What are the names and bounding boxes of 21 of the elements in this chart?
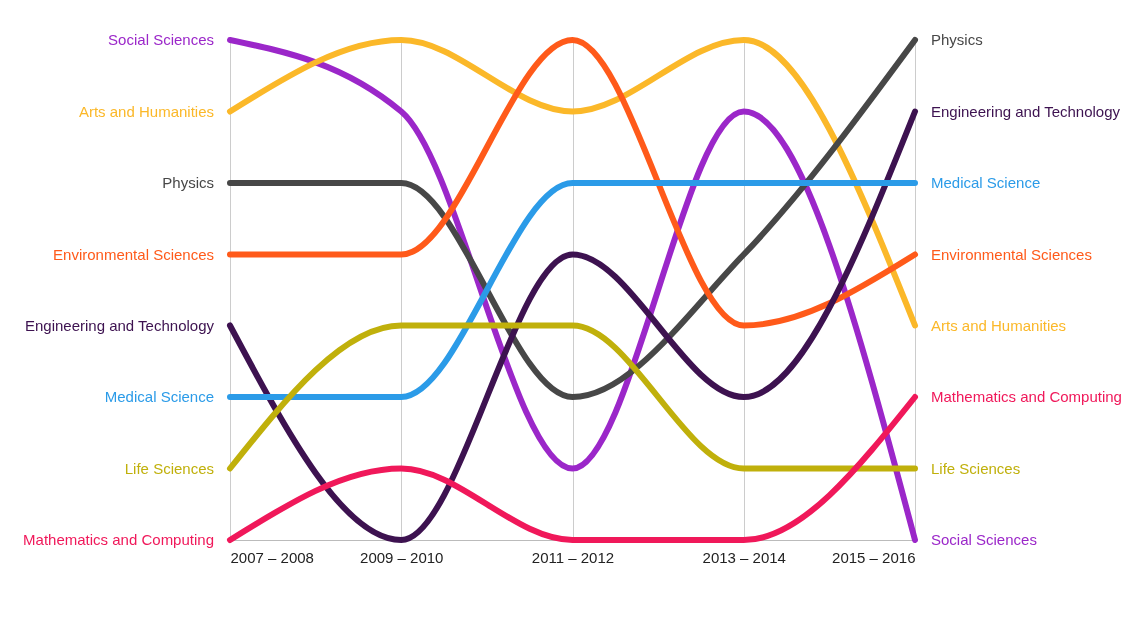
series-label: Medical Science — [104, 388, 214, 405]
text: Life Sciences — [931, 459, 1021, 477]
text: Environmental Sciences — [931, 245, 1092, 263]
text: Medical Science — [931, 174, 1041, 191]
text: Arts and Humanities — [931, 316, 1067, 334]
x-tick-label: 2013 – 2014 — [702, 548, 786, 566]
series-label: Physics — [162, 174, 214, 191]
x-tick-label: 2009 – 2010 — [360, 548, 444, 566]
series-label: Life Sciences — [124, 459, 214, 477]
x-tick-label: 2011 – 2012 — [531, 548, 615, 566]
text: Mathematics and Computing — [931, 388, 1122, 405]
series-label: Mathematics and Computing — [23, 531, 214, 548]
x-tick-label: 2007 – 2008 — [230, 548, 314, 566]
x-tick-label: 2015 – 2016 — [832, 548, 916, 566]
text: Social Sciences — [931, 531, 1037, 548]
series-label: Environmental Sciences — [53, 245, 214, 263]
text: Physics — [931, 31, 983, 48]
series-label: Social Sciences — [108, 31, 214, 48]
series-label: Engineering and Technology — [24, 316, 215, 334]
text: Engineering and Technology — [931, 102, 1121, 120]
series-label: Arts and Humanities — [78, 102, 214, 120]
